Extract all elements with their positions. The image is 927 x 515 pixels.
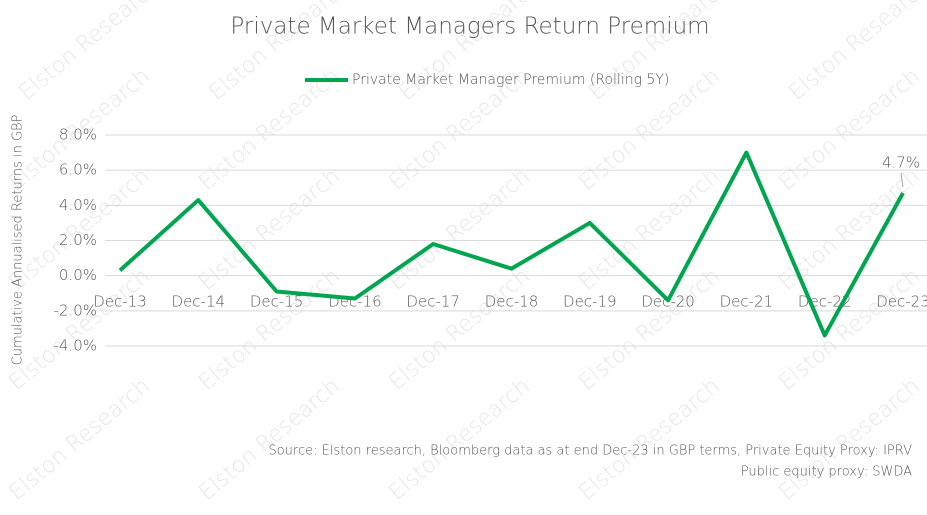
- data-label: 4.7%: [882, 154, 920, 172]
- y-tick-label: 0.0%: [59, 266, 97, 284]
- source-line: Public equity proxy: SWDA: [741, 465, 912, 480]
- chart-title: Private Market Managers Return Premium: [230, 14, 709, 40]
- line-series: [118, 150, 905, 338]
- watermark: Elston Research: [194, 374, 344, 506]
- watermark: Elston Research: [384, 374, 534, 506]
- y-tick-label: -4.0%: [53, 337, 97, 355]
- x-tick-label: Dec-19: [563, 293, 617, 311]
- leader-line: [900, 172, 904, 188]
- x-tick-label: Dec-23: [876, 293, 927, 311]
- x-tick-label: Dec-17: [406, 293, 460, 311]
- x-tick-label: Dec-15: [250, 293, 304, 311]
- y-tick-label: 8.0%: [59, 126, 97, 144]
- y-tick-label: 2.0%: [59, 231, 97, 249]
- y-tick-label: 6.0%: [59, 161, 97, 179]
- x-tick-label: Dec-18: [485, 293, 539, 311]
- watermark: Elston Research: [774, 374, 924, 506]
- watermark: Elston Research: [574, 374, 724, 506]
- x-tick-label: Dec-14: [172, 293, 226, 311]
- source-line: Source: Elston research, Bloomberg data …: [268, 444, 912, 459]
- x-tick-label: Dec-21: [720, 293, 774, 311]
- watermark: Elston Research: [4, 374, 154, 506]
- y-tick-label: 4.0%: [59, 196, 97, 214]
- y-tick-label: -2.0%: [53, 301, 97, 319]
- x-tick-label: Dec-13: [93, 293, 147, 311]
- legend-label: Private Market Manager Premium (Rolling …: [352, 72, 669, 88]
- y-axis-title: Cumulative Annualised Returns in GBP: [11, 114, 26, 365]
